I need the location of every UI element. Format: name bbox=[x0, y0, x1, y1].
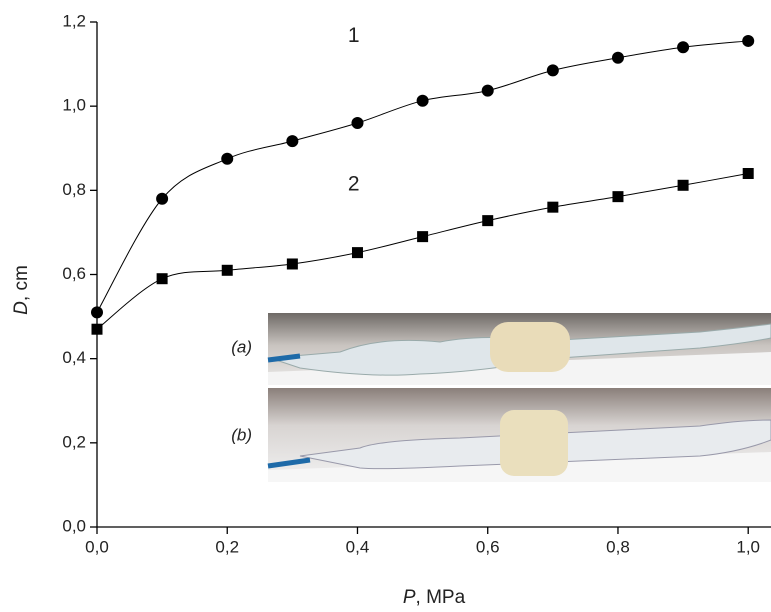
marker bbox=[287, 258, 298, 269]
marker bbox=[677, 41, 689, 53]
marker bbox=[157, 273, 168, 284]
marker bbox=[417, 95, 429, 107]
marker bbox=[222, 265, 233, 276]
y-tick-label: 1,0 bbox=[62, 96, 86, 115]
marker bbox=[351, 117, 363, 129]
marker bbox=[482, 215, 493, 226]
chart: (a) (b) D, cm P, MPa 0,0 0,2 0,4 0,6 0,8 1,0 1… bbox=[0, 0, 771, 612]
inset-label: (b) bbox=[231, 425, 252, 444]
y-label-symbol: D bbox=[11, 301, 32, 315]
y-tick-label: 0,4 bbox=[62, 348, 86, 367]
marker bbox=[286, 135, 298, 147]
x-tick-label: 1,0 bbox=[736, 537, 760, 556]
x-tick-label: 0,6 bbox=[476, 537, 500, 556]
x-tick-label: 0,2 bbox=[215, 537, 239, 556]
marker bbox=[742, 35, 754, 47]
series-label: 1 bbox=[348, 24, 360, 47]
x-tick-label: 0,0 bbox=[85, 537, 109, 556]
marker bbox=[612, 191, 623, 202]
x-tick-label: 0,4 bbox=[346, 537, 370, 556]
marker bbox=[743, 168, 754, 179]
marker bbox=[92, 324, 103, 335]
y-axis-label: D, cm bbox=[11, 265, 32, 315]
marker bbox=[352, 247, 363, 258]
fit-line bbox=[97, 174, 748, 330]
series-label: 2 bbox=[348, 173, 360, 196]
y-tick-label: 0,8 bbox=[62, 180, 86, 199]
marker bbox=[612, 52, 624, 64]
marker bbox=[417, 231, 428, 242]
x-tick-label: 0,8 bbox=[606, 537, 630, 556]
marker bbox=[156, 193, 168, 205]
y-tick-label: 1,2 bbox=[62, 11, 86, 30]
stent-a bbox=[490, 322, 570, 372]
y-tick-label: 0,0 bbox=[62, 516, 86, 535]
marker bbox=[547, 202, 558, 213]
x-label-symbol: P bbox=[403, 587, 416, 608]
y-tick-label: 0,6 bbox=[62, 264, 86, 283]
marker bbox=[91, 306, 103, 318]
marker bbox=[221, 153, 233, 165]
inset-label: (a) bbox=[231, 337, 252, 356]
marker bbox=[482, 85, 494, 97]
marker bbox=[678, 180, 689, 191]
x-axis-label: P, MPa bbox=[403, 587, 466, 608]
marker bbox=[547, 64, 559, 76]
inset-photos: (a) (b) bbox=[231, 313, 771, 482]
stent-b bbox=[500, 410, 568, 476]
x-label-unit: , MPa bbox=[416, 587, 466, 608]
y-label-unit: , cm bbox=[11, 265, 32, 301]
y-tick-label: 0,2 bbox=[62, 432, 86, 451]
